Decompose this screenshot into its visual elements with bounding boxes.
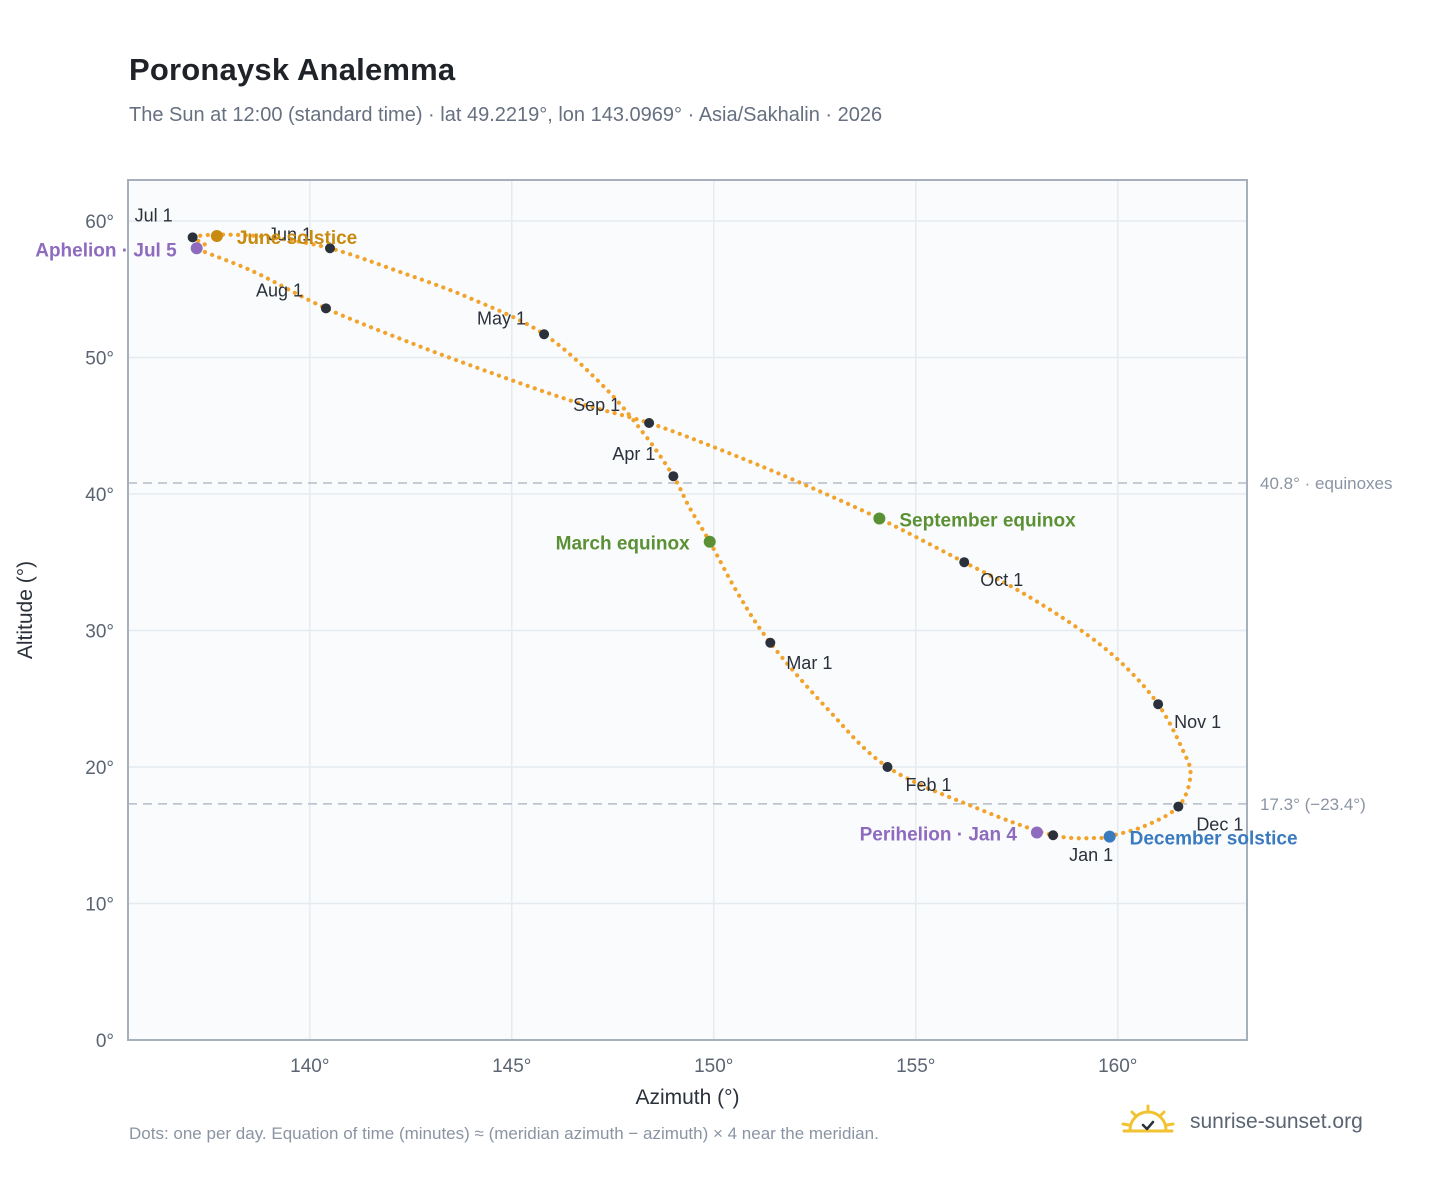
event-marker [1103,830,1116,843]
month-marker [882,761,893,772]
month-label: Jan 1 [1069,845,1113,865]
event-marker [1030,826,1043,839]
month-label: Nov 1 [1174,712,1221,732]
y-tick-label: 30° [85,621,114,642]
brand-name: sunrise-sunset.org [1190,1110,1363,1133]
month-marker [1048,830,1059,841]
x-tick-label: 150° [694,1056,733,1077]
month-marker [959,557,970,568]
month-marker [187,232,198,243]
month-marker [320,303,331,314]
y-tick-label: 50° [85,348,114,369]
y-axis-label: Altitude (°) [14,561,37,659]
y-tick-label: 0° [96,1031,114,1052]
month-label: Apr 1 [612,444,655,464]
month-label: Aug 1 [256,280,303,300]
month-marker [539,329,550,340]
chart-subtitle: The Sun at 12:00 (standard time) · lat 4… [129,104,883,126]
sun-logo-icon [1121,1104,1175,1133]
event-label: Aphelion · Jul 5 [35,240,177,261]
y-tick-label: 60° [85,212,114,233]
reference-line-label: 40.8° · equinoxes [1260,474,1393,493]
month-label: Feb 1 [905,775,951,795]
event-label: Perihelion · Jan 4 [860,825,1018,846]
plot-frame [127,179,1248,1041]
month-label: Jun 1 [268,224,312,244]
month-marker [765,637,776,648]
month-marker [644,417,655,428]
month-label: May 1 [477,308,526,328]
chart-footnote: Dots: one per day. Equation of time (min… [129,1124,879,1143]
event-label: September equinox [899,511,1076,532]
chart-title: Poronaysk Analemma [129,52,456,87]
x-tick-label: 160° [1098,1056,1137,1077]
reference-line-label: 17.3° (−23.4°) [1260,795,1366,814]
month-label: Jul 1 [135,205,173,225]
month-label: Sep 1 [573,395,620,415]
month-label: Dec 1 [1196,815,1243,835]
event-marker [873,512,886,525]
month-marker [324,243,335,254]
y-tick-label: 20° [85,758,114,779]
x-tick-label: 140° [290,1056,329,1077]
month-marker [1153,699,1164,710]
event-label: March equinox [556,534,691,555]
month-marker [1173,801,1184,812]
event-label: December solstice [1130,829,1298,850]
event-marker [190,242,203,255]
x-axis-label: Azimuth (°) [635,1086,739,1109]
month-label: Mar 1 [786,653,832,673]
x-tick-label: 155° [896,1056,935,1077]
brand-logo: sunrise-sunset.org [1120,1104,1363,1140]
event-marker [210,229,223,242]
y-tick-label: 40° [85,485,114,506]
month-marker [668,471,679,482]
plot-area [128,180,1247,1040]
event-label: June solstice [237,228,357,249]
event-marker [703,535,716,548]
y-tick-label: 10° [85,894,114,915]
month-label: Oct 1 [980,570,1023,590]
x-tick-label: 145° [492,1056,531,1077]
